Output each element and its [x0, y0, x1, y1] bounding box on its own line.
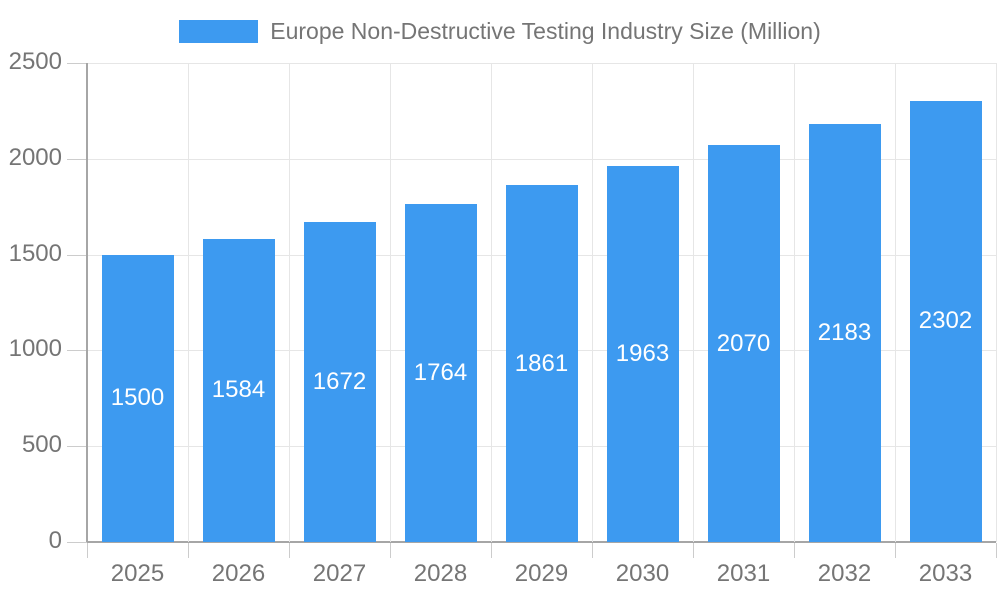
x-axis-tick — [996, 543, 997, 558]
x-axis-tick — [592, 543, 593, 558]
legend-swatch-icon — [179, 20, 259, 43]
x-axis-tick-label: 2031 — [716, 560, 771, 587]
bar-value-label: 2302 — [918, 307, 973, 335]
x-axis-tick — [390, 543, 391, 558]
y-axis-tick — [67, 446, 87, 448]
y-axis-tick — [67, 350, 87, 352]
bar-value-label: 2183 — [817, 318, 872, 346]
bar-value-label: 1672 — [312, 367, 367, 395]
x-axis-tick-label: 2030 — [615, 560, 670, 587]
vertical-gridline — [289, 63, 290, 542]
bar-2028[interactable]: 1764 — [404, 204, 477, 542]
bar-2033[interactable]: 2302 — [909, 100, 982, 542]
y-axis-tick — [67, 158, 87, 160]
x-axis-tick — [693, 543, 694, 558]
y-axis-tick — [67, 542, 87, 543]
x-axis-tick — [289, 543, 290, 558]
vertical-gridline — [390, 63, 391, 542]
x-axis-tick — [491, 543, 492, 558]
y-axis-tick — [67, 63, 87, 64]
bar-2032[interactable]: 2183 — [808, 123, 881, 542]
x-axis-tick — [87, 543, 88, 558]
vertical-gridline — [693, 63, 694, 542]
x-axis-tick-label: 2028 — [413, 560, 468, 587]
vertical-gridline — [794, 63, 795, 542]
y-axis-tick-label: 2000 — [8, 143, 62, 171]
x-axis-tick-label: 2027 — [312, 560, 367, 587]
bar-2030[interactable]: 1963 — [606, 165, 679, 542]
vertical-gridline — [592, 63, 593, 542]
bar-value-label: 2070 — [716, 329, 771, 357]
bar-value-label: 1500 — [110, 384, 165, 412]
bar-2031[interactable]: 2070 — [707, 145, 780, 542]
x-axis-tick-label: 2026 — [211, 560, 266, 587]
bar-value-label: 1861 — [514, 349, 569, 377]
vertical-gridline — [895, 63, 896, 542]
x-axis-tick-label: 2032 — [817, 560, 872, 587]
vertical-gridline — [188, 63, 189, 542]
x-axis-tick-label: 2033 — [918, 560, 973, 587]
x-axis-tick — [794, 543, 795, 558]
bar-value-label: 1963 — [615, 339, 670, 367]
x-axis-tick — [188, 543, 189, 558]
y-axis-tick-label: 1000 — [8, 335, 62, 363]
bar-2029[interactable]: 1861 — [505, 185, 578, 542]
x-axis-tick-label: 2025 — [110, 560, 165, 587]
y-axis-tick-label: 1500 — [8, 239, 62, 267]
vertical-gridline — [996, 63, 997, 542]
legend-label: Europe Non-Destructive Testing Industry … — [270, 18, 821, 44]
horizontal-gridline — [87, 63, 996, 64]
bar-2025[interactable]: 1500 — [101, 254, 174, 542]
x-axis-tick-label: 2029 — [514, 560, 569, 587]
y-axis-tick-label: 500 — [21, 431, 62, 459]
bar-value-label: 1584 — [211, 376, 266, 404]
y-axis-line — [86, 63, 88, 542]
bar-2026[interactable]: 1584 — [202, 238, 275, 542]
vertical-gridline — [491, 63, 492, 542]
bar-2027[interactable]: 1672 — [303, 221, 376, 542]
y-axis-tick-label: 2500 — [8, 48, 62, 76]
x-axis-tick — [895, 543, 896, 558]
x-axis-line — [87, 541, 996, 543]
y-axis-tick-label: 0 — [48, 527, 62, 555]
y-axis-tick — [67, 254, 87, 256]
horizontal-gridline — [87, 158, 996, 160]
chart-legend[interactable]: Europe Non-Destructive Testing Industry … — [0, 18, 1000, 45]
bar-value-label: 1764 — [413, 359, 468, 386]
